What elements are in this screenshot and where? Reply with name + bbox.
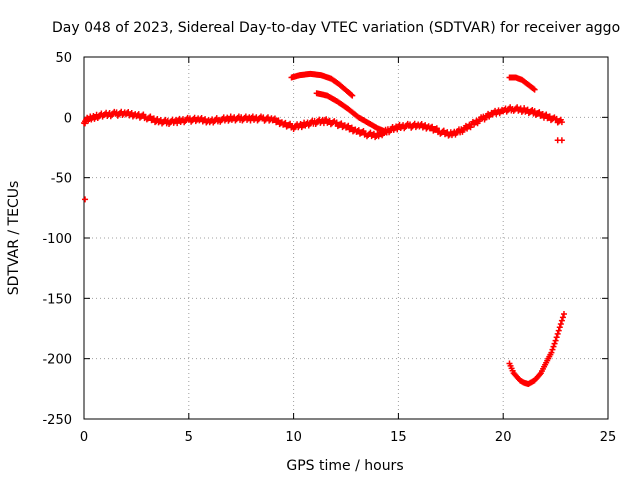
data-point-deep-dip xyxy=(560,311,567,318)
data-point-main xyxy=(432,126,439,133)
data-point-deep-dip xyxy=(557,320,564,327)
x-tick-label: 25 xyxy=(600,430,617,445)
data-point-main xyxy=(433,125,440,132)
y-tick-label: 0 xyxy=(64,111,72,126)
data-point-deep-dip xyxy=(554,330,561,337)
x-tick-label: 20 xyxy=(495,430,512,445)
data-point-main xyxy=(174,120,181,127)
data-point-main xyxy=(372,134,379,141)
data-point-deep-dip xyxy=(556,324,563,331)
x-tick-label: 0 xyxy=(80,430,88,445)
data-point-isolated xyxy=(82,120,89,127)
x-tick-label: 10 xyxy=(285,430,302,445)
data-point-arc-upper-2 xyxy=(382,128,389,135)
x-tick-label: 15 xyxy=(390,430,407,445)
axis-ticks: 0 5 10 15 20 25 -250 -200 -150 -100 -50 0 50 xyxy=(42,51,616,445)
data-point-isolated xyxy=(558,137,565,144)
data-point-deep-dip xyxy=(550,343,557,350)
y-tick-label: -150 xyxy=(42,292,72,307)
y-tick-label: -100 xyxy=(42,232,72,247)
data-point-main xyxy=(467,124,474,131)
x-tick-label: 5 xyxy=(185,430,193,445)
data-point-deep-dip xyxy=(548,349,555,356)
data-point-arc-upper-1 xyxy=(348,91,355,98)
chart-title: Day 048 of 2023, Sidereal Day-to-day VTE… xyxy=(52,20,620,36)
data-point-deep-dip xyxy=(552,337,559,344)
y-tick-label: 50 xyxy=(55,51,72,66)
y-axis-label: SDTVAR / TECUs xyxy=(6,181,22,296)
data-point-isolated xyxy=(82,196,89,203)
data-point-arc-upper-3 xyxy=(531,86,538,93)
data-point-deep-dip xyxy=(551,340,558,347)
y-tick-label: -250 xyxy=(42,413,72,428)
data-point-arc-upper-1 xyxy=(349,92,356,99)
data-point-deep-dip xyxy=(559,314,566,321)
data-point-deep-dip xyxy=(558,317,565,324)
data-point-main xyxy=(428,124,435,131)
data-point-deep-dip xyxy=(553,334,560,341)
x-axis-label: GPS time / hours xyxy=(286,458,403,474)
data-points xyxy=(81,70,567,388)
data-point-deep-dip xyxy=(555,327,562,334)
y-tick-label: -200 xyxy=(42,353,72,368)
data-point-arc-upper-3 xyxy=(530,85,537,92)
y-tick-label: -50 xyxy=(51,172,72,187)
data-point-main xyxy=(558,119,565,126)
data-point-main xyxy=(394,126,401,133)
data-point-main xyxy=(429,123,436,130)
data-point-deep-dip xyxy=(549,346,556,353)
data-point-deep-dip xyxy=(536,371,543,378)
